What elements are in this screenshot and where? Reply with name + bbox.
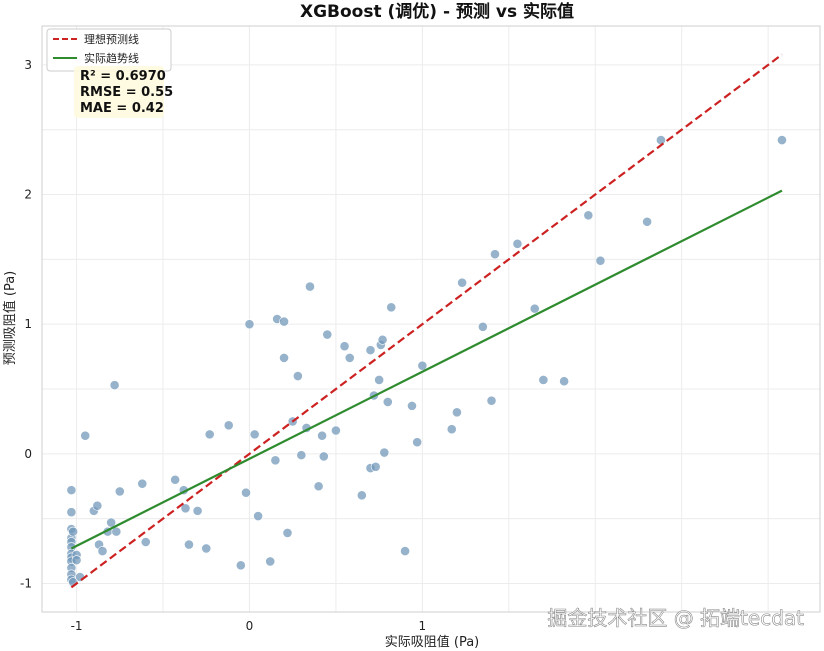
scatter-point bbox=[400, 546, 410, 556]
plot-frame bbox=[41, 25, 821, 613]
scatter-point bbox=[379, 447, 390, 458]
scatter-point bbox=[75, 572, 85, 582]
x-tick-label: 0 bbox=[246, 619, 254, 633]
y-tick-label: -1 bbox=[20, 576, 32, 590]
scatter-point bbox=[244, 319, 255, 330]
scatter-point bbox=[201, 543, 212, 554]
scatter-point bbox=[322, 329, 333, 340]
scatter-point bbox=[305, 281, 315, 292]
watermark-text: 掘金技术社区 @ 拓端tecdat bbox=[547, 606, 804, 630]
scatter-point bbox=[344, 352, 355, 363]
scatter-point bbox=[270, 455, 281, 466]
metric-rmse: RMSE = 0.55 bbox=[80, 85, 173, 100]
ideal-prediction-line bbox=[70, 53, 783, 589]
y-axis-label: 预测吸阻值 (Pa) bbox=[2, 271, 18, 366]
scatter-point bbox=[377, 334, 388, 345]
scatter-point bbox=[457, 277, 468, 288]
y-tick-label: 3 bbox=[24, 58, 32, 72]
scatter-point bbox=[184, 539, 194, 550]
scatter-point bbox=[412, 437, 423, 448]
scatter-point bbox=[282, 528, 293, 538]
metrics-background bbox=[74, 66, 164, 118]
metrics-box: R² = 0.6970 RMSE = 0.55 MAE = 0.42 bbox=[74, 66, 173, 118]
scatter-point bbox=[292, 371, 303, 381]
scatter-point bbox=[417, 360, 428, 371]
metric-r2: R² = 0.6970 bbox=[80, 69, 166, 84]
scatter-point bbox=[80, 430, 91, 441]
scatter-point bbox=[140, 537, 151, 547]
scatter-point bbox=[170, 474, 181, 485]
y-tick-label: 1 bbox=[24, 317, 32, 331]
scatter-point bbox=[313, 481, 324, 492]
scatter-point bbox=[235, 560, 246, 571]
scatter-point bbox=[446, 424, 457, 435]
scatter-point bbox=[317, 430, 327, 441]
scatter-point bbox=[642, 216, 653, 227]
chart-title: XGBoost (调优) - 预测 vs 实际值 bbox=[300, 1, 574, 22]
scatter-point bbox=[137, 478, 148, 489]
scatter-point bbox=[106, 517, 117, 528]
scatter-point bbox=[512, 238, 523, 249]
scatter-point bbox=[382, 397, 393, 407]
scatter-point bbox=[204, 429, 215, 440]
y-tick-label: 0 bbox=[24, 447, 32, 461]
scatter-point bbox=[407, 400, 417, 411]
series-lines bbox=[70, 53, 783, 589]
x-axis-label: 实际吸阻值 (Pa) bbox=[385, 634, 480, 650]
scatter-point bbox=[68, 526, 79, 537]
scatter-point bbox=[71, 555, 82, 566]
scatter-point bbox=[452, 407, 462, 418]
scatter-point bbox=[559, 376, 570, 387]
scatter-point bbox=[192, 505, 203, 516]
gridlines bbox=[42, 26, 820, 612]
scatter-point bbox=[223, 420, 234, 431]
scatter-point bbox=[180, 503, 191, 514]
legend: 理想预测线 实际趋势线 bbox=[46, 28, 172, 72]
scatter-point bbox=[279, 316, 289, 327]
scatter-point bbox=[97, 546, 108, 556]
legend-entry-ideal-line: 理想预测线 bbox=[84, 32, 139, 46]
scatter-point bbox=[318, 451, 329, 462]
scatter-point bbox=[109, 380, 120, 391]
scatter-point bbox=[66, 507, 77, 518]
scatter-point bbox=[595, 255, 606, 266]
scatter-point bbox=[656, 135, 666, 145]
scatter-point bbox=[331, 425, 341, 436]
scatter-point bbox=[490, 249, 500, 260]
x-tick-label: 1 bbox=[419, 619, 427, 633]
scatter-point bbox=[356, 490, 367, 501]
scatter-point bbox=[777, 135, 787, 145]
scatter-point bbox=[339, 341, 350, 352]
scatter-point bbox=[370, 461, 381, 472]
scatter-point bbox=[296, 450, 307, 461]
scatter-point bbox=[114, 486, 125, 497]
y-tick-label: 2 bbox=[24, 188, 32, 202]
scatter-point bbox=[279, 352, 289, 363]
scatter-point bbox=[386, 302, 397, 313]
scatter-point bbox=[265, 556, 276, 567]
scatter-point bbox=[365, 345, 376, 356]
scatter-points bbox=[66, 135, 787, 588]
scatter-point bbox=[583, 210, 594, 221]
scatter-point bbox=[241, 487, 251, 498]
scatter-point bbox=[538, 375, 549, 385]
actual-trend-line bbox=[70, 189, 783, 550]
legend-entry-trend-line: 实际趋势线 bbox=[84, 51, 139, 65]
x-tick-label: -1 bbox=[71, 619, 83, 633]
scatter-point bbox=[92, 500, 103, 511]
scatter-point bbox=[477, 321, 488, 332]
scatter-point bbox=[529, 303, 540, 314]
tick-labels: -1 0 1 -1 0 1 2 3 bbox=[20, 58, 426, 633]
scatter-point bbox=[66, 485, 77, 496]
scatter-point bbox=[253, 511, 264, 521]
scatter-point bbox=[249, 429, 260, 440]
scatter-point bbox=[374, 375, 385, 385]
metric-mae: MAE = 0.42 bbox=[80, 101, 164, 116]
scatter-point bbox=[486, 395, 497, 406]
